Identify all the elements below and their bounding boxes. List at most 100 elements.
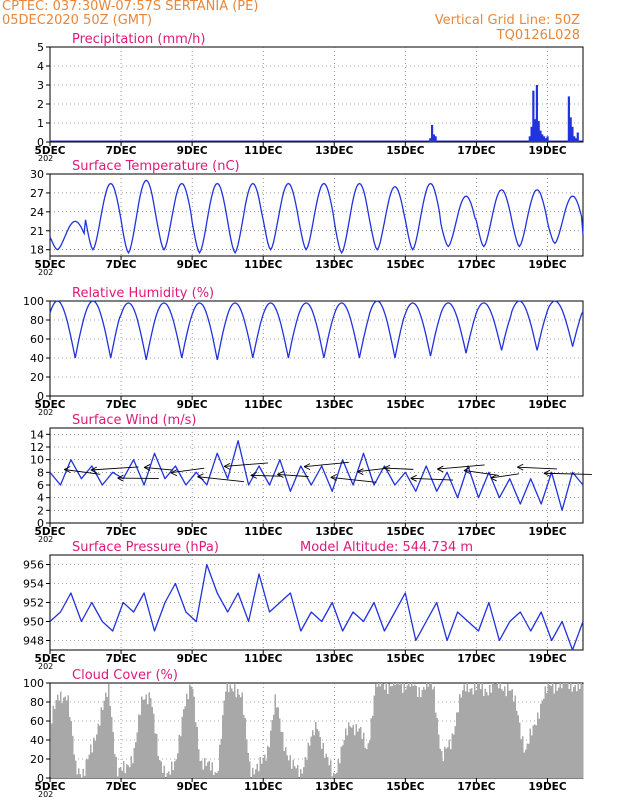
cloud-bar bbox=[235, 697, 237, 778]
precip-bar bbox=[574, 138, 578, 142]
wind-arrow-head bbox=[277, 471, 284, 478]
cloud-bar bbox=[469, 688, 471, 778]
cloud-bar bbox=[184, 706, 186, 778]
cloud-bar bbox=[363, 732, 365, 778]
cloud-bar bbox=[226, 683, 228, 778]
cloud-bar bbox=[453, 734, 455, 778]
cloud-bar bbox=[333, 772, 335, 778]
y-tick-label: 4 bbox=[37, 492, 44, 505]
cloud-bar bbox=[441, 751, 443, 778]
cloud-bar bbox=[342, 745, 344, 778]
cloud-bar bbox=[186, 693, 188, 778]
cloud-bar bbox=[429, 683, 431, 778]
cloud-bar bbox=[516, 710, 518, 778]
cloud-bar bbox=[243, 714, 245, 778]
cloud-bar bbox=[454, 726, 456, 778]
cloud-bar bbox=[475, 690, 477, 778]
cloud-bar bbox=[406, 685, 408, 778]
cloud-bar bbox=[364, 747, 366, 778]
cloud-bar bbox=[571, 691, 573, 778]
x-tick-label: 15DEC bbox=[386, 145, 425, 157]
cloud-bar bbox=[417, 696, 419, 778]
cloud-bar bbox=[201, 760, 203, 778]
cloud-bar bbox=[84, 775, 86, 778]
cloud-bar bbox=[163, 765, 165, 778]
cloud-bar bbox=[112, 732, 114, 778]
cloud-bar bbox=[418, 687, 420, 778]
panel-frame bbox=[49, 46, 584, 143]
cloud-bar bbox=[421, 689, 423, 778]
cloud-bar bbox=[258, 771, 260, 778]
cloud-bar bbox=[528, 743, 530, 778]
precip-bar bbox=[546, 136, 549, 142]
cloud-bar bbox=[514, 695, 516, 778]
cloud-bar bbox=[375, 683, 377, 778]
wind-arrow-head bbox=[517, 463, 524, 471]
x-tick-label: 17DEC bbox=[457, 781, 496, 793]
cloud-bar bbox=[565, 683, 567, 778]
cloud-bar bbox=[222, 715, 224, 778]
cloud-bar bbox=[307, 742, 309, 778]
panel-title: Relative Humidity (%) bbox=[72, 286, 214, 301]
panel-2: 5DEC 7DEC 9DEC 11DEC 13DEC 15DEC 17DEC 19DEC202… bbox=[23, 286, 584, 417]
y-tick-label: 80 bbox=[30, 696, 44, 709]
cloud-bar bbox=[166, 773, 168, 778]
cloud-bar bbox=[481, 683, 483, 778]
x-tick-label: 5DEC bbox=[35, 653, 66, 665]
wind-arrow bbox=[490, 473, 519, 479]
cloud-bar bbox=[52, 705, 54, 778]
panel-frame bbox=[49, 554, 584, 651]
cloud-bar bbox=[246, 739, 248, 778]
cloud-bar bbox=[105, 692, 107, 778]
x-tick-label: 7DEC bbox=[106, 653, 137, 665]
cloud-bar bbox=[474, 683, 476, 778]
precip-bar bbox=[429, 138, 432, 142]
x-tick-label: 9DEC bbox=[177, 399, 208, 411]
cloud-bar bbox=[558, 687, 560, 778]
wind-speed-line bbox=[49, 440, 584, 511]
cloud-bar bbox=[390, 686, 392, 778]
y-tick-label: 0 bbox=[37, 390, 44, 403]
cloud-bar bbox=[73, 754, 75, 778]
cloud-bar bbox=[435, 712, 437, 778]
cloud-bar bbox=[189, 684, 191, 778]
wind-arrow-head bbox=[383, 464, 391, 472]
cloud-bar bbox=[144, 699, 146, 778]
x-tick-label: 11DEC bbox=[244, 399, 283, 411]
cloud-bar bbox=[196, 726, 198, 778]
cloud-bar bbox=[457, 712, 459, 778]
cloud-bar bbox=[81, 777, 83, 778]
cloud-bar bbox=[543, 698, 545, 778]
cloud-bar bbox=[265, 760, 267, 778]
cloud-bar bbox=[132, 763, 134, 778]
cloud-bar bbox=[231, 688, 233, 778]
cloud-bar bbox=[268, 747, 270, 778]
cloud-bar bbox=[409, 686, 411, 778]
cloud-bar bbox=[541, 700, 543, 778]
cloud-bar bbox=[306, 759, 308, 778]
cloud-bar bbox=[460, 697, 462, 778]
cloud-bar bbox=[156, 733, 158, 778]
cloud-bar bbox=[445, 748, 447, 778]
cloud-bar bbox=[210, 770, 212, 778]
x-tick-label: 11DEC bbox=[244, 259, 283, 271]
wind-arrow-head bbox=[117, 474, 124, 482]
cloud-bar bbox=[312, 730, 314, 778]
cloud-bar bbox=[102, 709, 104, 778]
cloud-bar bbox=[339, 763, 341, 778]
x-tick-label: 9DEC bbox=[177, 526, 208, 538]
panel-1: 5DEC 7DEC 9DEC 11DEC 13DEC 15DEC 17DEC 19DEC 202… bbox=[30, 159, 584, 277]
cloud-bar bbox=[393, 683, 395, 778]
x-tick-label: 11DEC bbox=[244, 781, 283, 793]
cloud-bar bbox=[337, 759, 339, 778]
wind-arrow bbox=[330, 476, 377, 483]
cloud-bar bbox=[489, 684, 491, 778]
cloud-bar bbox=[138, 714, 140, 778]
cloud-bar bbox=[316, 728, 318, 778]
cloud-bar bbox=[237, 688, 239, 778]
cloud-bar bbox=[90, 744, 92, 778]
cloud-bar bbox=[325, 753, 327, 778]
cloud-bar bbox=[129, 767, 131, 778]
cloud-bar bbox=[376, 686, 378, 778]
